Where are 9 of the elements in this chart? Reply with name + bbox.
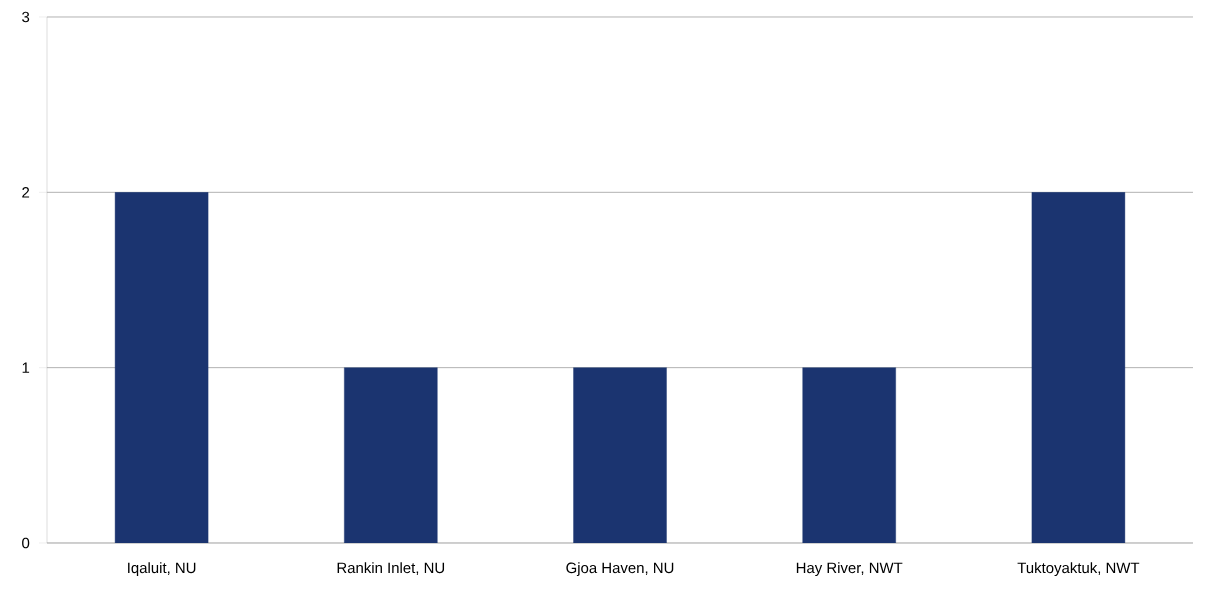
y-tick-label: 3 [22, 11, 30, 23]
y-tick-label: 1 [22, 362, 30, 373]
x-tick-label: Tuktoyaktuk, NWT [1017, 562, 1140, 577]
y-tick-label: 0 [22, 537, 30, 549]
y-tick-label: 2 [22, 187, 30, 198]
x-tick-label: Gjoa Haven, NU [566, 562, 674, 577]
x-tick-label: Iqaluit, NU [128, 562, 196, 577]
x-tick-label: Rankin Inlet, NU [337, 562, 445, 575]
x-tick-label: Hay River, NWT [796, 562, 903, 577]
